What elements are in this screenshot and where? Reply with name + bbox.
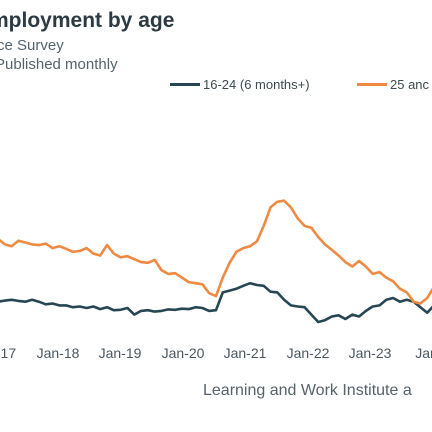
- legend-item-16-24: 16-24 (6 months+): [170, 77, 310, 92]
- x-tick-label: Jar: [415, 345, 432, 361]
- legend-swatch-16-24: [170, 83, 200, 86]
- chart-title: mployment by age: [0, 9, 175, 32]
- x-tick-label: Jan-18: [37, 345, 80, 361]
- x-tick-label: Jan-19: [99, 345, 142, 361]
- series-line-0: [0, 281, 432, 324]
- chart-source: Learning and Work Institute a: [203, 382, 412, 399]
- x-tick-label: Jan-20: [162, 345, 205, 361]
- series-line-1: [0, 199, 432, 305]
- legend-label-25-and-over: 25 anc: [390, 77, 430, 92]
- legend-item-25-and-over: 25 anc: [357, 77, 429, 92]
- legend-label-16-24: 16-24 (6 months+): [203, 77, 310, 92]
- x-tick-label: Jan-21: [224, 345, 267, 361]
- x-tick-label: -17: [0, 345, 16, 361]
- x-tick-label: Jan-23: [349, 345, 392, 361]
- chart-subtitle: rce Survey: [0, 37, 64, 54]
- x-tick-label: Jan-22: [287, 345, 330, 361]
- legend-swatch-25-and-over: [357, 83, 387, 86]
- chart-subtitle-frequency: Published monthly: [0, 56, 118, 73]
- chart-legend: 16-24 (6 months+) 25 anc: [0, 77, 432, 95]
